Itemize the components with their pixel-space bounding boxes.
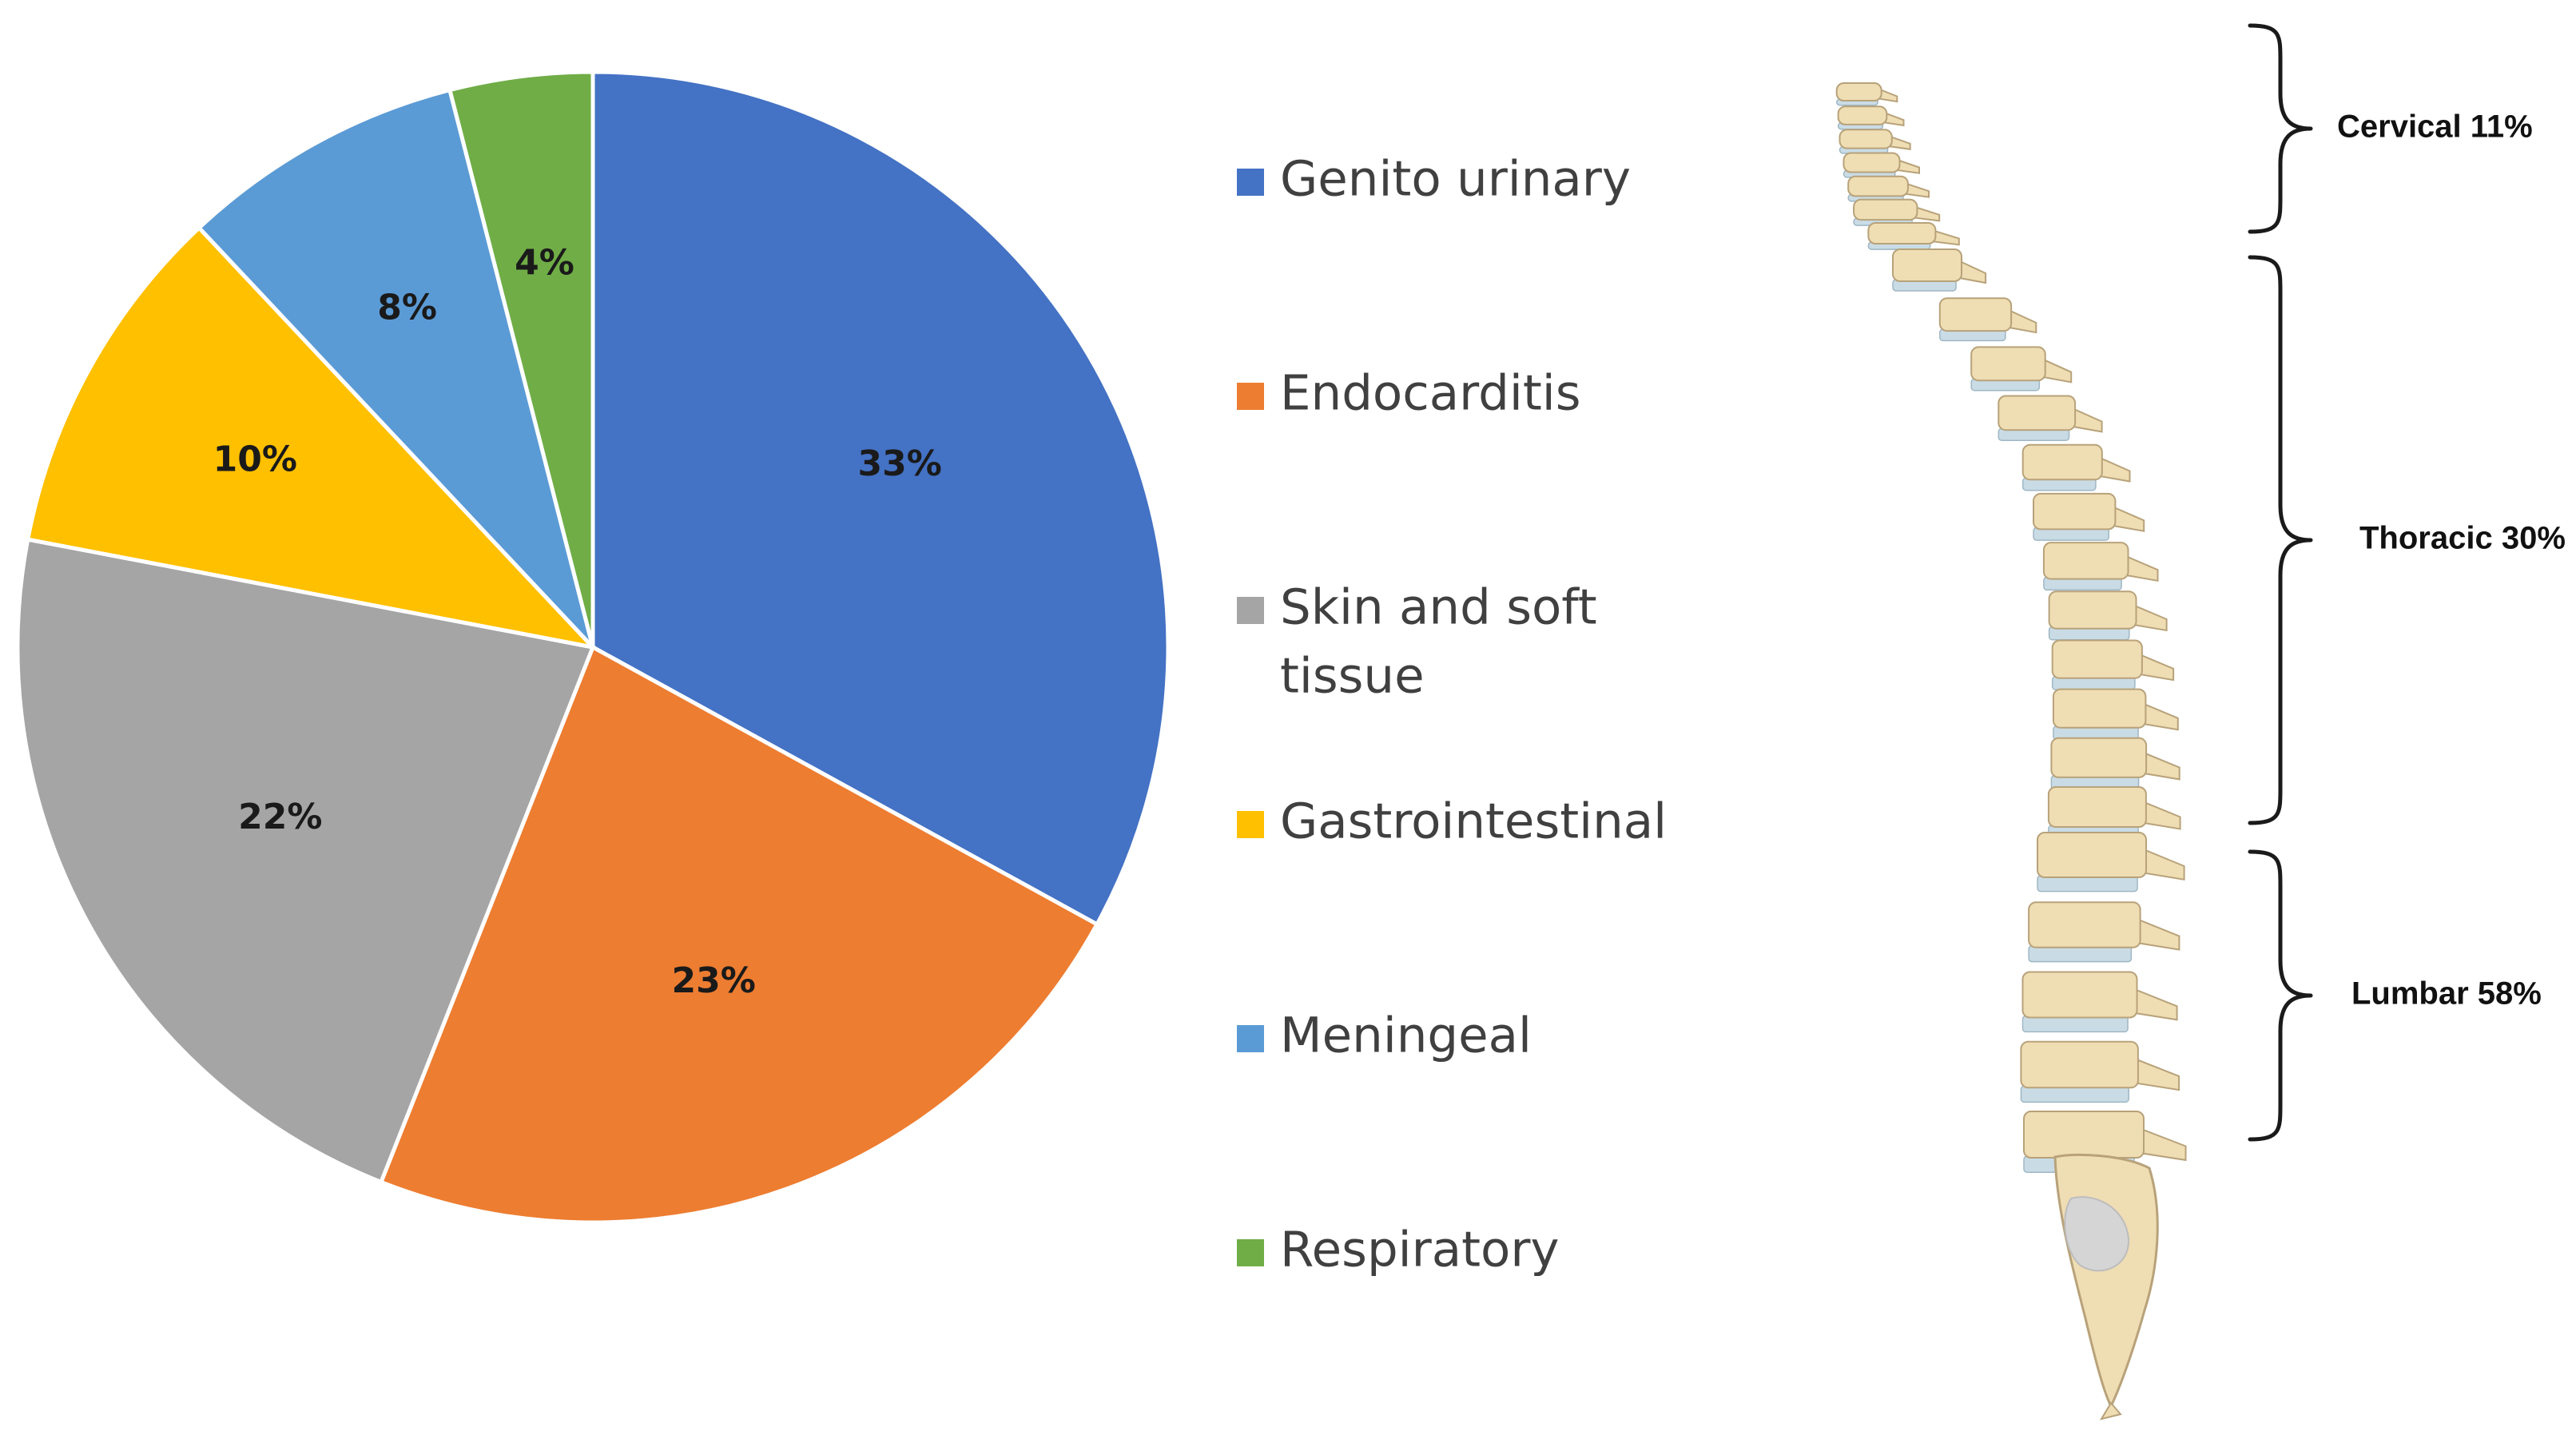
brace-lumbar — [2248, 849, 2313, 1142]
spine-vertebra-16 — [2051, 639, 2143, 679]
spine-vertebra-12 — [2021, 443, 2103, 481]
legend-swatch-skin-and-soft-tissue — [1237, 597, 1264, 624]
spine-vertebra-4 — [1843, 152, 1901, 173]
legend-item-meningeal: Meningeal — [1237, 1008, 1532, 1064]
pie-slice-meningeal — [196, 87, 595, 649]
pie-legend: Genito urinary Endocarditis Skin and soft t… — [1237, 151, 1667, 1278]
pie-label-endocarditis: 23% — [672, 960, 756, 1001]
pie-slice-skin-and-soft-tissue — [15, 537, 596, 1185]
spine-vertebra-7 — [1867, 222, 1937, 244]
pie-label-meningeal: 8% — [377, 287, 437, 328]
spine-vertebra-3 — [1839, 129, 1893, 149]
pie-label-skin-and-soft-tissue: 22% — [238, 797, 322, 837]
spine-sacrum — [2053, 1153, 2159, 1409]
spine-vertebra-8 — [1892, 248, 1962, 282]
brace-cervical — [2248, 23, 2313, 234]
spine-vertebra-14 — [2042, 542, 2129, 580]
legend-swatch-meningeal — [1237, 1025, 1264, 1052]
legend-swatch-genito-urinary — [1237, 169, 1264, 196]
pie-slice-gastrointestinal — [25, 225, 599, 650]
legend-item-endocarditis: Endocarditis — [1237, 365, 1580, 422]
spine-region-annotations: Cervical 11% Thoracic 30% Lumbar 58% — [2248, 23, 2566, 1142]
spine-vertebra-19 — [2047, 786, 2147, 828]
spine-vertebra-2 — [1837, 105, 1888, 125]
spine-vertebra-10 — [1970, 346, 2046, 382]
legend-label-meningeal: Meningeal — [1280, 1008, 1532, 1064]
spine-vertebra-6 — [1853, 198, 1918, 221]
spine-vertebra-5 — [1847, 175, 1909, 197]
spine-vertebra-9 — [1938, 297, 2013, 332]
legend-swatch-respiratory — [1237, 1239, 1264, 1266]
spine-vertebra-18 — [2050, 737, 2148, 778]
pie-slice-endocarditis — [378, 644, 1100, 1225]
pie-label-respiratory: 4% — [515, 242, 574, 283]
region-label-lumbar: Lumbar 58% — [2351, 976, 2542, 1012]
legend-label-respiratory: Respiratory — [1280, 1222, 1560, 1278]
spine-vertebra-17 — [2052, 688, 2147, 729]
spine-diagram — [1835, 82, 2187, 1421]
spine-vertebra-13 — [2033, 492, 2117, 531]
spine-vertebra-23 — [2020, 1040, 2139, 1089]
region-label-cervical: Cervical 11% — [2337, 109, 2533, 145]
spine-disc-23 — [2020, 1085, 2129, 1103]
legend-label-skin-and-soft-tissue-line-2: tissue — [1280, 648, 1425, 705]
pie-chart: 33% 23% 22% 10% 8% 4% — [15, 70, 1171, 1225]
spine-vertebra-22 — [2021, 971, 2138, 1019]
legend-item-respiratory: Respiratory — [1237, 1222, 1560, 1278]
region-label-thoracic: Thoracic 30% — [2359, 521, 2566, 556]
brace-thoracic — [2248, 255, 2313, 825]
spine-vertebra-11 — [1998, 395, 2077, 431]
spine-vertebra-15 — [2048, 590, 2137, 630]
pie-slice-genito-urinary — [590, 70, 1171, 928]
legend-swatch-endocarditis — [1237, 383, 1264, 410]
spine-coccyx — [2099, 1401, 2122, 1421]
spine-vertebra-21 — [2028, 901, 2141, 948]
legend-label-skin-and-soft-tissue-line-1: Skin and soft — [1280, 579, 1597, 636]
legend-item-skin-and-soft-tissue: Skin and soft tissue — [1237, 579, 1597, 705]
legend-label-genito-urinary: Genito urinary — [1280, 151, 1631, 208]
legend-label-endocarditis: Endocarditis — [1280, 365, 1580, 422]
spine-vertebra-20 — [2037, 832, 2147, 878]
legend-label-gastrointestinal: Gastrointestinal — [1280, 793, 1667, 850]
legend-item-gastrointestinal: Gastrointestinal — [1237, 793, 1667, 850]
spine-vertebra-24 — [2023, 1111, 2145, 1159]
pie-slice-respiratory — [447, 70, 595, 648]
pie-label-genito-urinary: 33% — [858, 443, 942, 484]
pie-label-gastrointestinal: 10% — [213, 439, 297, 480]
legend-item-genito-urinary: Genito urinary — [1237, 151, 1631, 208]
spine-vertebra-1 — [1835, 82, 1882, 101]
spine-sacrum-shade — [2064, 1196, 2130, 1272]
legend-swatch-gastrointestinal — [1237, 811, 1264, 838]
